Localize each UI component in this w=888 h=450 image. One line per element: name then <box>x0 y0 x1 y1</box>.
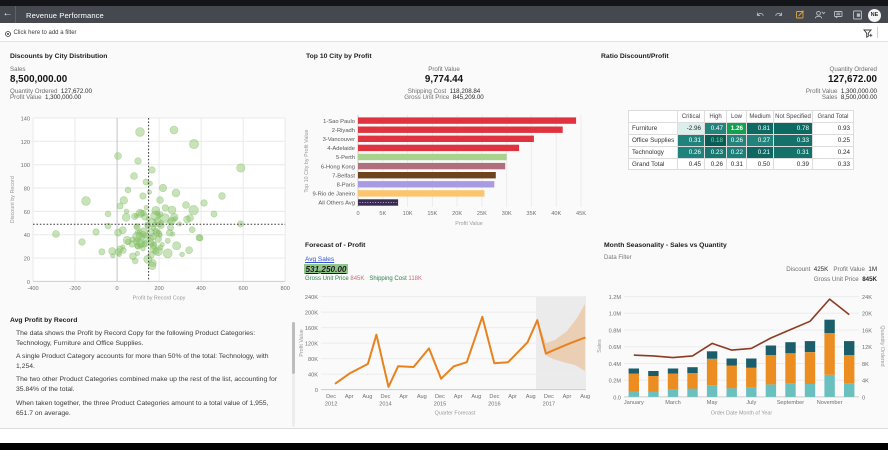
svg-text:8-Paris: 8-Paris <box>337 183 355 189</box>
svg-text:0.4M: 0.4M <box>609 362 622 368</box>
svg-text:20K: 20K <box>862 312 872 318</box>
svg-text:Apr: Apr <box>399 394 408 400</box>
svg-text:200K: 200K <box>305 311 318 317</box>
svg-text:March: March <box>665 400 681 406</box>
svg-text:Sales: Sales <box>597 339 603 353</box>
svg-text:30K: 30K <box>502 211 512 217</box>
svg-text:120: 120 <box>21 140 30 146</box>
svg-text:160K: 160K <box>305 326 318 332</box>
svg-text:600: 600 <box>239 286 248 292</box>
svg-text:2014: 2014 <box>379 402 391 408</box>
svg-text:1-Sao Paulo: 1-Sao Paulo <box>323 119 355 125</box>
svg-text:240K: 240K <box>305 295 318 301</box>
svg-text:Apr: Apr <box>345 394 354 400</box>
svg-text:Dec: Dec <box>435 394 445 400</box>
svg-text:24K: 24K <box>862 295 872 301</box>
svg-text:Aug: Aug <box>526 394 536 400</box>
svg-text:35K: 35K <box>526 211 536 217</box>
svg-text:400: 400 <box>196 286 205 292</box>
svg-text:80K: 80K <box>308 357 318 363</box>
svg-text:2016: 2016 <box>488 402 500 408</box>
svg-text:0.2M: 0.2M <box>609 379 622 385</box>
svg-text:0.0: 0.0 <box>613 395 621 401</box>
svg-text:6-Hong Kong: 6-Hong Kong <box>321 164 355 170</box>
svg-text:100: 100 <box>21 163 30 169</box>
svg-text:Order Date Month of Year: Order Date Month of Year <box>711 411 773 417</box>
svg-text:0: 0 <box>116 286 119 292</box>
svg-text:January: January <box>624 400 644 406</box>
svg-text:0: 0 <box>862 395 865 401</box>
svg-text:Discount by Record: Discount by Record <box>10 176 16 223</box>
svg-text:Aug: Aug <box>580 394 590 400</box>
svg-text:25K: 25K <box>477 211 487 217</box>
svg-text:Profit by Record Copy: Profit by Record Copy <box>133 296 186 302</box>
svg-text:Apr: Apr <box>508 394 517 400</box>
svg-text:8K: 8K <box>862 362 869 368</box>
svg-text:80: 80 <box>24 187 30 193</box>
svg-text:40: 40 <box>24 233 30 239</box>
svg-text:September: September <box>777 400 804 406</box>
svg-text:200: 200 <box>154 286 163 292</box>
svg-text:Aug: Aug <box>471 394 481 400</box>
svg-text:5K: 5K <box>379 211 386 217</box>
svg-text:2015: 2015 <box>434 402 446 408</box>
svg-text:Apr: Apr <box>563 394 572 400</box>
svg-text:Profit Value: Profit Value <box>299 329 305 356</box>
svg-text:Dec: Dec <box>381 394 391 400</box>
svg-text:3-Vancouver: 3-Vancouver <box>323 137 356 143</box>
svg-text:0: 0 <box>315 388 318 394</box>
svg-text:2-Riyadh: 2-Riyadh <box>332 128 355 134</box>
svg-text:All Others Avg: All Others Avg <box>318 201 355 207</box>
svg-text:May: May <box>707 400 718 406</box>
svg-text:Quantity Ordered: Quantity Ordered <box>879 325 885 366</box>
svg-text:7-Belfast: 7-Belfast <box>332 173 355 179</box>
svg-text:-400: -400 <box>27 286 38 292</box>
svg-text:9-Rio de Janeiro: 9-Rio de Janeiro <box>312 192 355 198</box>
svg-text:Dec: Dec <box>489 394 499 400</box>
svg-text:Aug: Aug <box>417 394 427 400</box>
svg-text:16K: 16K <box>862 328 872 334</box>
svg-text:Profit Value: Profit Value <box>455 221 482 227</box>
svg-text:Apr: Apr <box>454 394 463 400</box>
svg-text:1.0M: 1.0M <box>609 312 622 318</box>
svg-text:120K: 120K <box>305 342 318 348</box>
svg-text:5-Perth: 5-Perth <box>336 155 355 161</box>
svg-text:0: 0 <box>27 280 30 286</box>
svg-text:45K: 45K <box>576 211 586 217</box>
svg-text:2017: 2017 <box>543 402 555 408</box>
svg-text:40K: 40K <box>551 211 561 217</box>
svg-text:800: 800 <box>281 286 290 292</box>
svg-text:140: 140 <box>21 117 30 123</box>
svg-text:15K: 15K <box>427 211 437 217</box>
svg-text:0.6M: 0.6M <box>609 345 622 351</box>
svg-text:Top 10 City by Profit Value: Top 10 City by Profit Value <box>304 129 310 192</box>
svg-text:4K: 4K <box>862 379 869 385</box>
svg-text:2012: 2012 <box>325 402 337 408</box>
svg-text:12K: 12K <box>862 345 872 351</box>
svg-text:Quarter Forecast: Quarter Forecast <box>435 411 476 417</box>
svg-text:0.8M: 0.8M <box>609 328 622 334</box>
svg-text:4-Adelaide: 4-Adelaide <box>327 146 355 152</box>
svg-text:40K: 40K <box>308 373 318 379</box>
svg-text:1.2M: 1.2M <box>609 295 622 301</box>
svg-text:-200: -200 <box>69 286 80 292</box>
svg-text:Dec: Dec <box>544 394 554 400</box>
svg-text:Aug: Aug <box>362 394 372 400</box>
svg-text:20: 20 <box>24 257 30 263</box>
svg-text:10K: 10K <box>403 211 413 217</box>
svg-text:0: 0 <box>356 211 359 217</box>
svg-text:Dec: Dec <box>326 394 336 400</box>
svg-text:November: November <box>817 400 843 406</box>
svg-text:July: July <box>746 400 756 406</box>
svg-text:60: 60 <box>24 210 30 216</box>
svg-text:20K: 20K <box>452 211 462 217</box>
